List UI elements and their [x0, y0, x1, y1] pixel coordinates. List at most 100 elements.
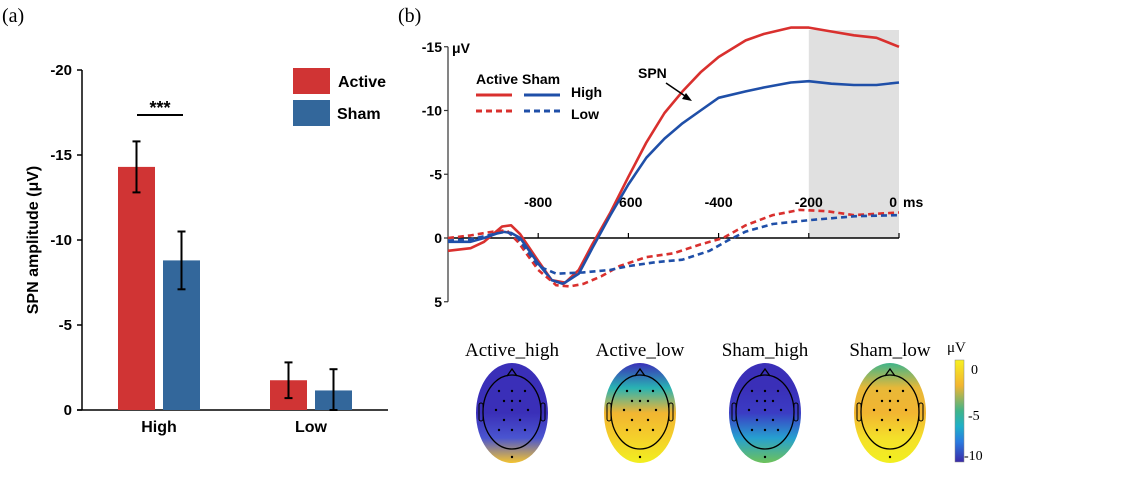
electrode-dot [872, 408, 876, 412]
electrode-dot [750, 389, 754, 393]
y-tick-label: -15 [422, 39, 442, 55]
electrode-dot [638, 428, 642, 432]
electrode-dot [625, 428, 629, 432]
spn-annotation: SPN [638, 65, 667, 81]
topographic-maps: Active_high Active_low Sham_high Sham_low [465, 340, 931, 463]
y-tick-label: 0 [434, 230, 442, 246]
bar-active-high [118, 166, 155, 410]
x-tick-label: 0 [889, 194, 897, 210]
electrode-dot [763, 389, 767, 393]
y-axis-unit: μV [452, 40, 471, 56]
line-active-high [447, 26, 900, 284]
electrode-dot [776, 389, 780, 393]
electrode-dot [750, 428, 754, 432]
electrode-dot [510, 455, 514, 459]
ear-icon [606, 402, 612, 422]
legend-row-high: High [571, 84, 602, 100]
electrode-dot [494, 408, 498, 412]
legend: Active Sham High Low [476, 71, 602, 122]
colorbar-tick: -10 [964, 449, 983, 464]
y-tick-label: 5 [434, 294, 442, 310]
electrode-dot [880, 399, 884, 403]
x-tick-label: -400 [705, 194, 733, 210]
electrode-dot [904, 408, 908, 412]
electrode-dot [875, 389, 879, 393]
x-tick-label: -800 [524, 194, 552, 210]
electrode-dot [888, 408, 892, 412]
electrode-dot [654, 408, 658, 412]
electrode-dot [630, 418, 634, 422]
legend-row-low: Low [571, 106, 599, 122]
electrode-dot [510, 408, 514, 412]
electrode-dot [638, 455, 642, 459]
legend-label-sham: Sham [337, 106, 381, 123]
colorbar: μV 0 -5 -10 [947, 340, 983, 464]
panel-b-line-chart: (b) -15-10-505-800 -600 -400 -200 0 μV ms Ac… [398, 5, 923, 310]
ear-icon [918, 402, 924, 422]
electrode-dot [888, 399, 892, 403]
nose-icon [884, 367, 896, 377]
electrode-dot [901, 389, 905, 393]
electrode-dot [646, 418, 650, 422]
electrode-dot [638, 399, 642, 403]
panel-a-label: (a) [2, 5, 24, 27]
colorbar-tick: -5 [968, 409, 980, 424]
electrode-dot [651, 428, 655, 432]
nose-icon [759, 367, 771, 377]
electrode-dot [510, 428, 514, 432]
y-tick-label: -10 [422, 103, 442, 119]
y-tick-label: -5 [430, 166, 443, 182]
legend-col-sham: Sham [522, 71, 560, 87]
scalp-map [476, 363, 548, 463]
electrode-dot [880, 418, 884, 422]
ear-icon [793, 402, 799, 422]
electrode-dot [518, 399, 522, 403]
y-axis-label: SPN amplitude (μV) [25, 166, 42, 314]
x-tick-label: -200 [795, 194, 823, 210]
electrode-dot [622, 408, 626, 412]
electrode-dot [518, 418, 522, 422]
electrode-dot [497, 389, 501, 393]
electrode-dot [896, 418, 900, 422]
spn-arrow [665, 82, 689, 99]
electrode-dot [771, 399, 775, 403]
electrode-dot [638, 408, 642, 412]
line-sham-low [447, 213, 900, 275]
electrode-dot [763, 428, 767, 432]
legend-col-active: Active [476, 71, 518, 87]
electrode-dot [888, 389, 892, 393]
electrode-dot [763, 399, 767, 403]
ear-icon [478, 402, 484, 422]
shaded-window [808, 30, 899, 238]
topomap-sham-low: Sham_low [849, 340, 931, 463]
ear-icon [856, 402, 862, 422]
x-tick-label: Low [295, 419, 328, 436]
electrode-dot [896, 399, 900, 403]
electrode-dot [747, 408, 751, 412]
topomap-title: Active_low [596, 340, 685, 361]
electrode-dot [888, 428, 892, 432]
legend-label-active: Active [338, 74, 386, 91]
nose-icon [634, 367, 646, 377]
electrode-dot [763, 455, 767, 459]
electrode-dot [779, 408, 783, 412]
x-axis-unit: ms [903, 194, 923, 210]
electrode-dot [526, 408, 530, 412]
significance-stars: *** [149, 98, 170, 118]
electrode-dot [771, 418, 775, 422]
topomap-active-low: Active_low [596, 340, 685, 463]
electrode-dot [523, 389, 527, 393]
y-tick-label: -20 [50, 62, 72, 79]
topomap-sham-high: Sham_high [722, 340, 809, 463]
ear-icon [731, 402, 737, 422]
electrode-dot [502, 399, 506, 403]
colorbar-tick: 0 [971, 363, 978, 378]
topomap-title: Sham_high [722, 340, 809, 361]
legend: Active Sham [293, 68, 386, 126]
y-tick-label: 0 [64, 402, 72, 419]
electrode-dot [755, 399, 759, 403]
scalp-map [854, 363, 926, 463]
y-tick-label: -5 [59, 317, 72, 334]
electrode-dot [776, 428, 780, 432]
electrode-dot [510, 399, 514, 403]
